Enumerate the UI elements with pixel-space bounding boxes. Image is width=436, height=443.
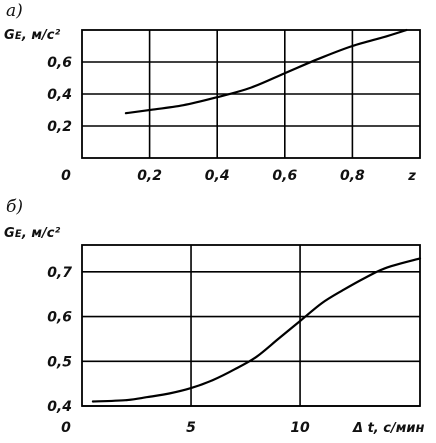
panel-a-series-line-0 xyxy=(124,28,408,115)
panel-a-ytick-label-2: 0,6 xyxy=(47,55,72,71)
panel-a-origin-label: 0 xyxy=(61,168,71,184)
panel-b-ytick-label-3: 0,7 xyxy=(47,265,72,281)
panel-b-series-line-0 xyxy=(91,257,422,403)
panel-a-xtick-label-3: 0,8 xyxy=(340,168,365,184)
panel-b-origin-label: 0 xyxy=(61,420,71,436)
panel-a-frame xyxy=(81,29,421,159)
panel-a-x-axis-label: z xyxy=(407,169,416,184)
panel-a-y-axis-label: Gᴇ, м/с² xyxy=(4,28,60,43)
panel-b-frame xyxy=(81,244,421,407)
panel-b-ytick-label-1: 0,5 xyxy=(47,354,72,370)
panel-b-xtick-label-0: 5 xyxy=(186,420,196,436)
panel-b-ytick-label-2: 0,6 xyxy=(47,310,72,326)
panel-b-y-axis-label: Gᴇ, м/с² xyxy=(4,226,60,241)
panel-b-x-axis-label: Δ t, с/мин xyxy=(352,421,424,436)
panel-a-ytick-label-1: 0,4 xyxy=(47,87,72,103)
panel-a-label: а) xyxy=(6,1,23,21)
panel-b-xtick-label-1: 10 xyxy=(290,420,310,436)
panel-a-ytick-label-0: 0,2 xyxy=(47,119,72,135)
panel-a-xtick-label-2: 0,6 xyxy=(272,168,297,184)
panel-b-ytick-label-0: 0,4 xyxy=(47,399,72,415)
panel-a-xtick-label-1: 0,4 xyxy=(205,168,230,184)
panel-a-xtick-label-0: 0,2 xyxy=(137,168,162,184)
panel-b-label: б) xyxy=(6,197,23,217)
